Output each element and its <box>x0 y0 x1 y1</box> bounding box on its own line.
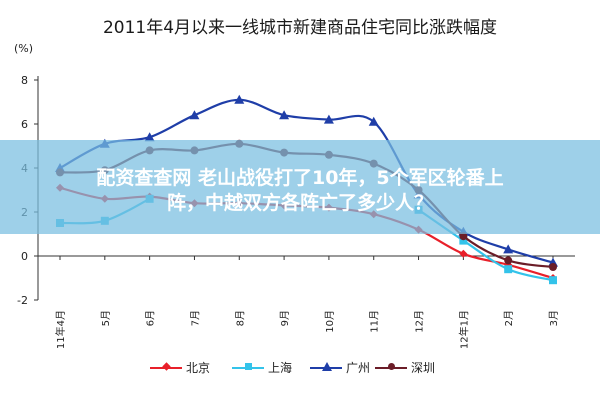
x-tick-label: 5月 <box>100 310 112 326</box>
legend-label: 北京 <box>186 361 211 375</box>
data-point <box>504 265 513 274</box>
data-point <box>234 94 245 104</box>
banner-line-2: 阵，中越双方各阵亡了多少人？ <box>166 192 433 214</box>
x-tick-label: 2月 <box>503 310 515 326</box>
data-point <box>504 256 513 265</box>
x-tick-label: 12月 <box>414 310 426 333</box>
data-point <box>549 276 557 285</box>
x-tick-label: 3月 <box>548 310 560 326</box>
x-tick-label: 11月 <box>369 310 381 333</box>
legend-marker-swatch <box>322 362 332 371</box>
legend-marker-swatch <box>245 363 252 370</box>
y-tick-label: 0 <box>21 250 28 263</box>
data-point <box>323 114 334 124</box>
x-tick-label: 12年1月 <box>457 310 470 349</box>
legend-label: 上海 <box>268 361 293 375</box>
data-point <box>459 236 468 245</box>
banner-line-1: 配资查查网 老山战役打了10年，5个军区轮番上 <box>96 167 504 189</box>
x-tick-label: 10月 <box>324 310 336 333</box>
x-tick-label: 11年4月 <box>54 310 67 349</box>
x-tick-label: 6月 <box>145 310 157 326</box>
data-point <box>279 110 290 120</box>
overlay-banner[interactable]: 配资查查网 老山战役打了10年，5个军区轮番上 阵，中越双方各阵亡了多少人？ <box>0 140 600 234</box>
legend-label: 深圳 <box>411 361 436 375</box>
y-axis-unit-label: (%) <box>14 42 34 55</box>
x-tick-label: 8月 <box>234 310 246 326</box>
chart-title: 2011年4月以来一线城市新建商品住宅同比涨跌幅度 <box>102 18 498 38</box>
y-tick-label: 6 <box>21 118 28 131</box>
data-point <box>549 263 557 271</box>
chart-legend: 北京 上海 广州 深圳 <box>0 358 600 378</box>
data-point <box>503 244 514 254</box>
legend-marker-swatch <box>162 362 171 371</box>
data-point <box>144 132 155 142</box>
legend-marker-swatch <box>388 363 395 370</box>
legend-label: 广州 <box>346 361 371 375</box>
data-point <box>459 232 468 241</box>
data-point <box>189 110 200 120</box>
y-tick-label: 8 <box>21 74 28 87</box>
x-tick-label: 9月 <box>279 310 291 326</box>
y-tick-label: -2 <box>17 294 28 307</box>
banner-headline[interactable]: 配资查查网 老山战役打了10年，5个军区轮番上 阵，中越双方各阵亡了多少人？ <box>10 166 590 216</box>
data-point <box>368 116 379 126</box>
x-tick-label: 7月 <box>189 310 201 326</box>
data-point <box>459 249 468 258</box>
